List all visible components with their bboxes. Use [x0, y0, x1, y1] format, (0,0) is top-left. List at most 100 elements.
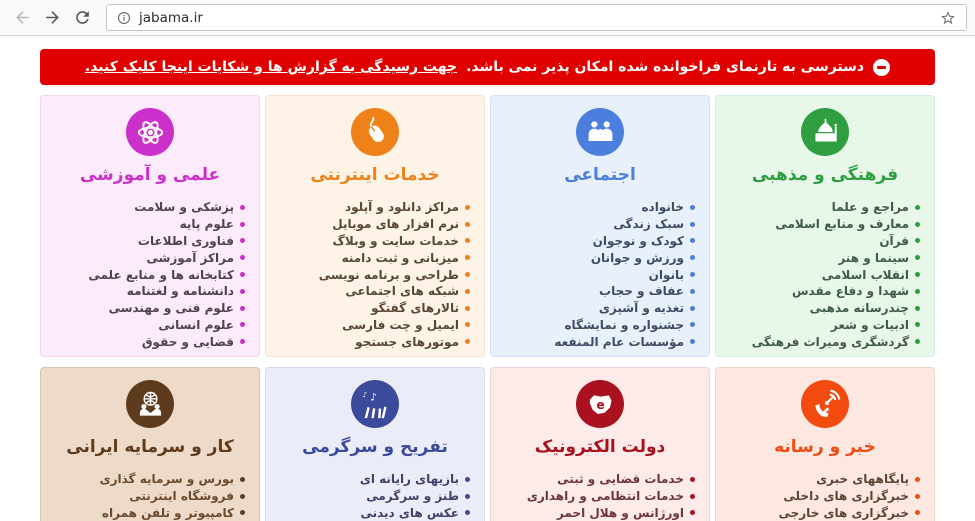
handshake-globe-icon[interactable] [126, 380, 174, 428]
category-link-label: دانشنامه و لغتنامه [126, 284, 234, 299]
category-link-label: پایگاههای خبری [816, 472, 909, 487]
category-link-label: خبرگزاری های خارجی [778, 505, 909, 520]
bullet-icon [915, 221, 920, 227]
complaints-link[interactable]: جهت رسیدگی به گزارش ها و شکایات اینجا کل… [84, 59, 458, 75]
category-link[interactable]: تالارهای گفتگو [280, 300, 470, 317]
category-title-internet-services[interactable]: خدمات اینترنتی [310, 165, 440, 185]
category-link[interactable]: فروشگاه اینترنتی [55, 488, 245, 505]
bullet-icon [690, 339, 695, 345]
category-link[interactable]: قرآن [730, 233, 920, 250]
category-link[interactable]: بورس و سرمایه گذاری [55, 471, 245, 488]
category-link[interactable]: تغذیه و آشپزی [505, 300, 695, 317]
category-title-work-capital[interactable]: کار و سرمایه ایرانی [66, 437, 234, 457]
category-link[interactable]: ورزش و جوانان [505, 249, 695, 266]
error-banner: دسترسی به تارنمای فراخوانده شده امکان پذ… [40, 49, 935, 85]
category-link[interactable]: عفاف و حجاب [505, 283, 695, 300]
forward-button[interactable] [38, 4, 66, 32]
category-link-label: پزشکی و سلامت [134, 200, 234, 215]
category-link[interactable]: فناوری اطلاعات [55, 233, 245, 250]
category-link[interactable]: مراکز آموزشی [55, 249, 245, 266]
category-link[interactable]: ایمیل و چت فارسی [280, 317, 470, 334]
category-title-science-education[interactable]: علمی و آموزشی [79, 165, 221, 185]
category-link[interactable]: نرم افزار های موبایل [280, 216, 470, 233]
bullet-icon [690, 255, 695, 261]
bullet-icon [240, 272, 245, 278]
bullet-icon [240, 476, 245, 482]
url-text[interactable]: jabama.ir [139, 9, 203, 26]
category-link[interactable]: پزشکی و سلامت [55, 199, 245, 216]
back-button[interactable] [8, 4, 36, 32]
category-link[interactable]: گردشگری ومیراث فرهنگی [730, 333, 920, 350]
category-link[interactable]: معارف و منابع اسلامی [730, 216, 920, 233]
category-link[interactable]: ادبیات و شعر [730, 317, 920, 334]
category-link[interactable]: کودک و نوجوان [505, 233, 695, 250]
address-bar[interactable]: jabama.ir [106, 4, 967, 31]
category-grid: فرهنگی و مذهبی مراجع و علما معارف و منابع … [40, 95, 935, 521]
category-link[interactable]: مراجع و علما [730, 199, 920, 216]
category-link[interactable]: خانواده [505, 199, 695, 216]
category-link[interactable]: بازیهای رایانه ای [280, 471, 470, 488]
site-info-icon[interactable] [116, 10, 132, 26]
category-link[interactable]: شبکه های اجتماعی [280, 283, 470, 300]
category-title-social[interactable]: اجتماعی [564, 165, 636, 185]
bullet-icon [690, 322, 695, 328]
category-card-e-government: e دولت الکترونیک خدمات قضایی و ثبتی خدمات ا… [490, 367, 710, 521]
category-link[interactable]: سینما و هنر [730, 249, 920, 266]
category-link[interactable]: کتابخانه ها و منابع علمی [55, 266, 245, 283]
category-link-label: ورزش و جوانان [590, 250, 684, 265]
satellite-dish-icon[interactable] [801, 380, 849, 428]
bullet-icon [690, 288, 695, 294]
banner-text: دسترسی به تارنمای فراخوانده شده امکان پذ… [466, 59, 865, 75]
category-link[interactable]: چندرسانه مذهبی [730, 300, 920, 317]
category-link-label: کودک و نوجوان [592, 233, 684, 248]
category-link-label: کتابخانه ها و منابع علمی [88, 267, 234, 282]
category-link[interactable]: خدمات قضایی و ثبتی [505, 471, 695, 488]
bullet-icon [915, 493, 920, 499]
category-link[interactable]: طراحی و برنامه نویسی [280, 266, 470, 283]
svg-text:♪: ♪ [362, 389, 367, 398]
category-link[interactable]: جشنواره و نمایشگاه [505, 317, 695, 334]
category-link[interactable]: دانشنامه و لغتنامه [55, 283, 245, 300]
category-card-internet-services: خدمات اینترنتی مراکز دانلود و آپلود نرم اف… [265, 95, 485, 357]
category-link[interactable]: انقلاب اسلامی [730, 266, 920, 283]
category-link[interactable]: عکس های دیدنی [280, 505, 470, 521]
category-link[interactable]: مراکز دانلود و آپلود [280, 199, 470, 216]
bookmark-star-icon[interactable] [939, 9, 957, 27]
iran-map-icon[interactable]: e [576, 380, 624, 428]
category-link[interactable]: خدمات انتظامی و راهداری [505, 488, 695, 505]
category-link[interactable]: علوم پایه [55, 216, 245, 233]
category-link[interactable]: علوم انسانی [55, 317, 245, 334]
category-title-cultural-religious[interactable]: فرهنگی و مذهبی [751, 165, 899, 185]
category-link-label: خانواده [641, 200, 684, 215]
category-link[interactable]: مؤسسات عام المنفعه [505, 333, 695, 350]
category-title-entertainment[interactable]: تفریح و سرگرمی [302, 437, 448, 457]
category-link[interactable]: پایگاههای خبری [730, 471, 920, 488]
category-link[interactable]: موتورهای جستجو [280, 333, 470, 350]
category-link-label: سبک زندگی [613, 217, 684, 232]
category-title-news-media[interactable]: خبر و رسانه [774, 437, 876, 457]
category-link[interactable]: سبک زندگی [505, 216, 695, 233]
computer-mouse-icon[interactable] [351, 108, 399, 156]
hands-music-icon[interactable]: ♪ ♪ [351, 380, 399, 428]
category-link[interactable]: قضایی و حقوق [55, 333, 245, 350]
category-link[interactable]: اورژانس و هلال احمر [505, 505, 695, 521]
category-link[interactable]: بانوان [505, 266, 695, 283]
reload-button[interactable] [68, 4, 96, 32]
category-link[interactable]: خبرگزاری های خارجی [730, 505, 920, 521]
bullet-icon [690, 272, 695, 278]
mosque-icon[interactable] [801, 108, 849, 156]
category-link[interactable]: طنز و سرگرمی [280, 488, 470, 505]
category-link[interactable]: خبرگزاری های داخلی [730, 488, 920, 505]
category-link[interactable]: شهدا و دفاع مقدس [730, 283, 920, 300]
bullet-icon [915, 204, 920, 210]
category-link[interactable]: خدمات سایت و وبلاگ [280, 233, 470, 250]
category-link-label: طراحی و برنامه نویسی [318, 267, 459, 282]
category-link-label: تغذیه و آشپزی [598, 301, 684, 316]
family-icon[interactable] [576, 108, 624, 156]
category-link-label: مراکز آموزشی [146, 250, 234, 265]
category-link[interactable]: میزبانی و ثبت دامنه [280, 249, 470, 266]
category-link[interactable]: کامپیوتر و تلفن همراه [55, 505, 245, 521]
atom-icon[interactable] [126, 108, 174, 156]
category-title-e-government[interactable]: دولت الکترونیک [534, 437, 666, 457]
category-link[interactable]: علوم فنی و مهندسی [55, 300, 245, 317]
